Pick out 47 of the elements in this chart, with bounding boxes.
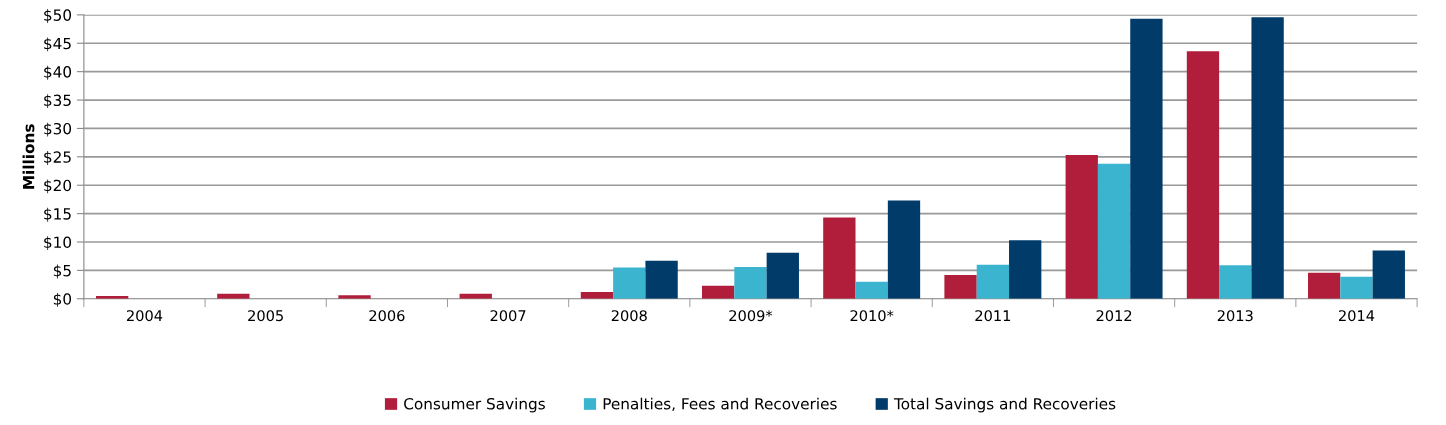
y-tick-label: $10	[44, 236, 72, 251]
x-tick-label: 2008	[611, 310, 647, 322]
bar	[1372, 250, 1405, 299]
x-tick-label: 2010*	[850, 310, 894, 322]
y-tick-label: $45	[44, 37, 71, 52]
bar	[1130, 18, 1163, 299]
bar	[855, 281, 888, 299]
legend-label: Penalties, Fees and Recoveries	[603, 397, 837, 412]
y-tick-label: $5	[53, 264, 71, 279]
x-tick-label: 2009*	[729, 310, 773, 322]
y-tick-label: $25	[44, 151, 71, 165]
bar	[1186, 51, 1220, 299]
x-tick-label: 2011	[975, 310, 1011, 322]
bar	[1219, 265, 1252, 299]
bar	[645, 260, 678, 299]
bar	[1065, 155, 1098, 299]
x-tick-label: 2006	[369, 310, 405, 322]
bar	[1340, 276, 1373, 299]
bar	[1009, 240, 1042, 299]
y-tick-label: $30	[44, 122, 72, 137]
bar	[734, 266, 767, 299]
y-tick-label: $50	[44, 9, 72, 23]
x-tick-label: 2014	[1338, 310, 1375, 322]
bar	[976, 264, 1010, 299]
bar	[701, 285, 735, 299]
legend-label: Total Savings and Recoveries	[893, 397, 1116, 413]
y-tick-label: $0	[53, 292, 72, 307]
bar	[613, 267, 646, 299]
x-tick-label: 2007	[490, 310, 526, 322]
bar	[766, 252, 799, 299]
bar	[1308, 272, 1341, 299]
bar	[1251, 17, 1284, 299]
x-tick-label: 2004	[126, 310, 163, 322]
bar	[823, 217, 856, 299]
y-axis-title: Millions	[22, 124, 35, 189]
bar	[887, 200, 921, 299]
bar	[944, 274, 977, 299]
y-tick-label: $40	[44, 65, 72, 80]
x-tick-label: 2012	[1096, 310, 1132, 322]
y-tick-label: $35	[44, 94, 71, 109]
x-tick-label: 2005	[248, 310, 283, 322]
x-tick-label: 2013	[1217, 310, 1253, 322]
bar	[338, 295, 371, 299]
y-tick-label: $15	[44, 207, 71, 222]
y-tick-label: $20	[44, 179, 72, 194]
bar	[1097, 163, 1131, 299]
legend-label: Consumer Savings	[404, 397, 545, 413]
